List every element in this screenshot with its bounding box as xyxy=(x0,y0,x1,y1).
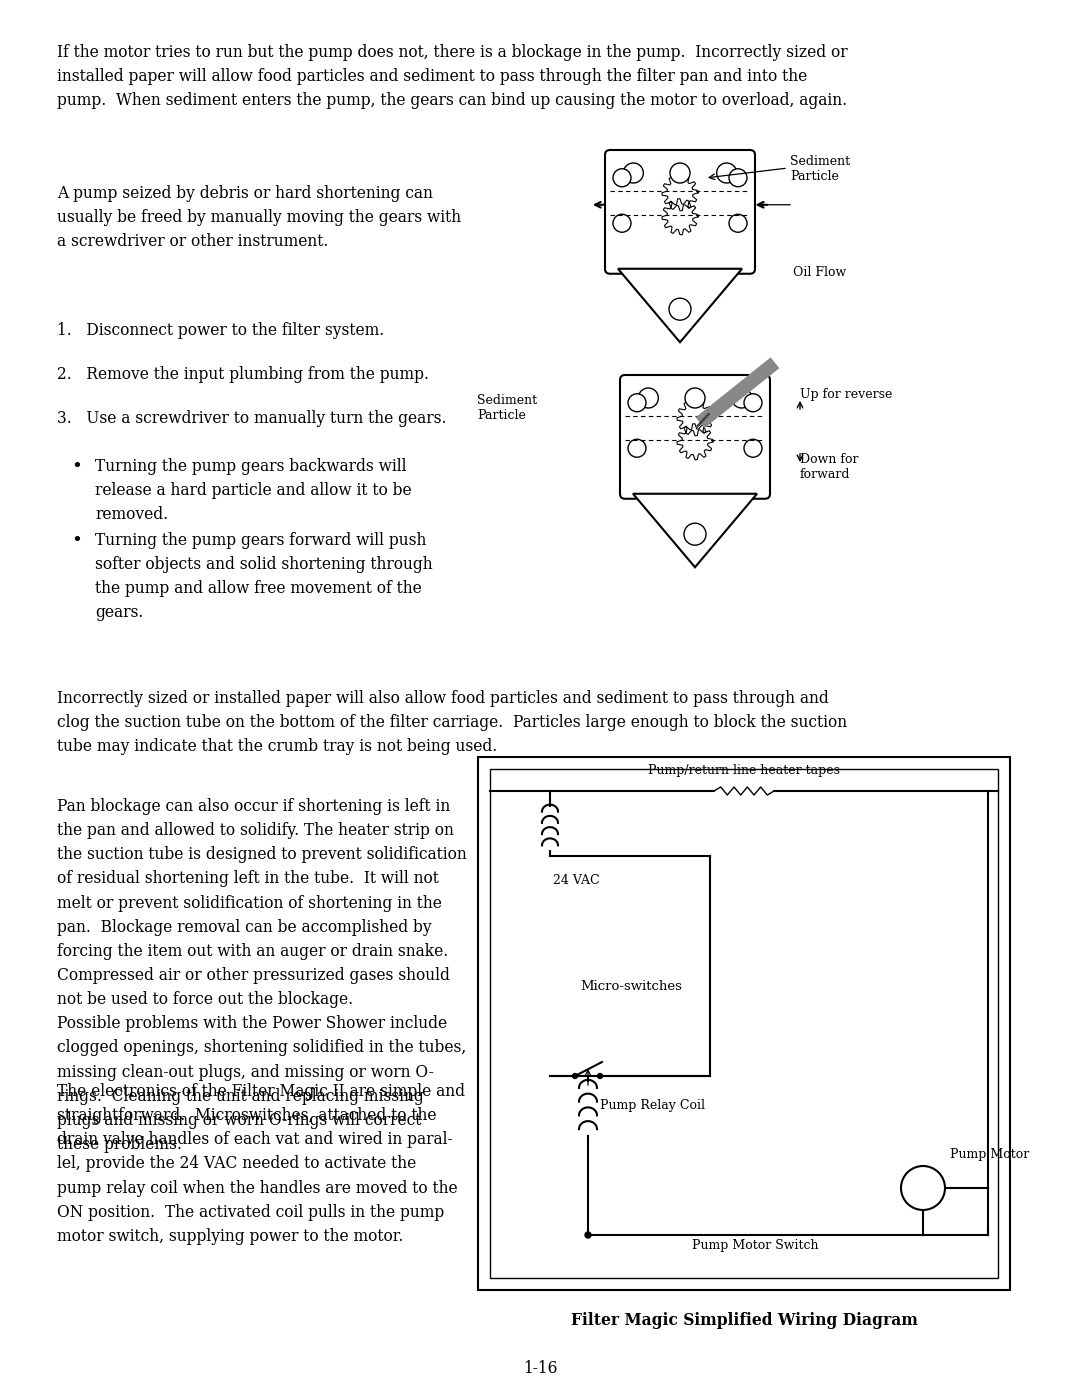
Circle shape xyxy=(670,163,690,183)
FancyBboxPatch shape xyxy=(605,149,755,274)
Circle shape xyxy=(676,189,684,196)
Text: Pump Relay Coil: Pump Relay Coil xyxy=(600,1099,705,1112)
Circle shape xyxy=(669,298,691,320)
Text: Oil Flow: Oil Flow xyxy=(793,265,847,278)
Text: 3.   Use a screwdriver to manually turn the gears.: 3. Use a screwdriver to manually turn th… xyxy=(57,409,446,427)
Circle shape xyxy=(627,394,646,412)
Circle shape xyxy=(744,439,762,457)
Text: Pump/return line heater tapes: Pump/return line heater tapes xyxy=(648,764,840,777)
Polygon shape xyxy=(633,493,757,567)
Text: M: M xyxy=(916,1180,931,1194)
Text: 1-16: 1-16 xyxy=(523,1361,557,1377)
Text: Down for
forward: Down for forward xyxy=(800,453,859,481)
Circle shape xyxy=(684,522,706,545)
Text: Pump Motor Switch: Pump Motor Switch xyxy=(692,1239,819,1252)
Circle shape xyxy=(597,1073,603,1078)
Circle shape xyxy=(901,1166,945,1210)
Text: Turning the pump gears backwards will
release a hard particle and allow it to be: Turning the pump gears backwards will re… xyxy=(95,458,411,524)
Bar xyxy=(478,757,1010,1289)
Circle shape xyxy=(613,169,631,187)
Circle shape xyxy=(623,163,644,183)
Circle shape xyxy=(572,1073,578,1078)
Text: Pump Motor: Pump Motor xyxy=(950,1148,1029,1161)
Text: •: • xyxy=(71,458,82,476)
Circle shape xyxy=(691,415,699,422)
Circle shape xyxy=(729,214,747,232)
Circle shape xyxy=(676,214,684,221)
Circle shape xyxy=(627,439,646,457)
Circle shape xyxy=(691,439,699,446)
Circle shape xyxy=(731,388,752,408)
Circle shape xyxy=(685,388,705,408)
Text: If the motor tries to run but the pump does not, there is a blockage in the pump: If the motor tries to run but the pump d… xyxy=(57,43,848,109)
Text: Sediment
Particle: Sediment Particle xyxy=(477,394,537,422)
Bar xyxy=(490,768,998,1278)
Text: Turning the pump gears forward will push
softer objects and solid shortening thr: Turning the pump gears forward will push… xyxy=(95,532,433,622)
Text: Pan blockage can also occur if shortening is left in
the pan and allowed to soli: Pan blockage can also occur if shortenin… xyxy=(57,798,467,1153)
Circle shape xyxy=(638,388,659,408)
Text: •: • xyxy=(71,532,82,550)
Circle shape xyxy=(613,214,631,232)
Circle shape xyxy=(729,169,747,187)
Text: Micro-switches: Micro-switches xyxy=(580,979,681,992)
Text: 24 VAC: 24 VAC xyxy=(553,875,599,887)
Text: The electronics of the Filter Magic II are simple and
straightforward.  Microswi: The electronics of the Filter Magic II a… xyxy=(57,1083,465,1245)
Text: Filter Magic Simplified Wiring Diagram: Filter Magic Simplified Wiring Diagram xyxy=(570,1312,917,1329)
Circle shape xyxy=(744,394,762,412)
Text: 1.   Disconnect power to the filter system.: 1. Disconnect power to the filter system… xyxy=(57,321,384,339)
Text: Sediment
Particle: Sediment Particle xyxy=(789,155,850,183)
Circle shape xyxy=(717,163,737,183)
Text: A pump seized by debris or hard shortening can
usually be freed by manually movi: A pump seized by debris or hard shorteni… xyxy=(57,184,461,250)
Text: 2.   Remove the input plumbing from the pump.: 2. Remove the input plumbing from the pu… xyxy=(57,366,429,383)
Polygon shape xyxy=(618,268,742,342)
Text: Up for reverse: Up for reverse xyxy=(800,388,892,401)
Circle shape xyxy=(585,1232,591,1238)
Text: Incorrectly sized or installed paper will also allow food particles and sediment: Incorrectly sized or installed paper wil… xyxy=(57,690,847,756)
FancyBboxPatch shape xyxy=(620,374,770,499)
